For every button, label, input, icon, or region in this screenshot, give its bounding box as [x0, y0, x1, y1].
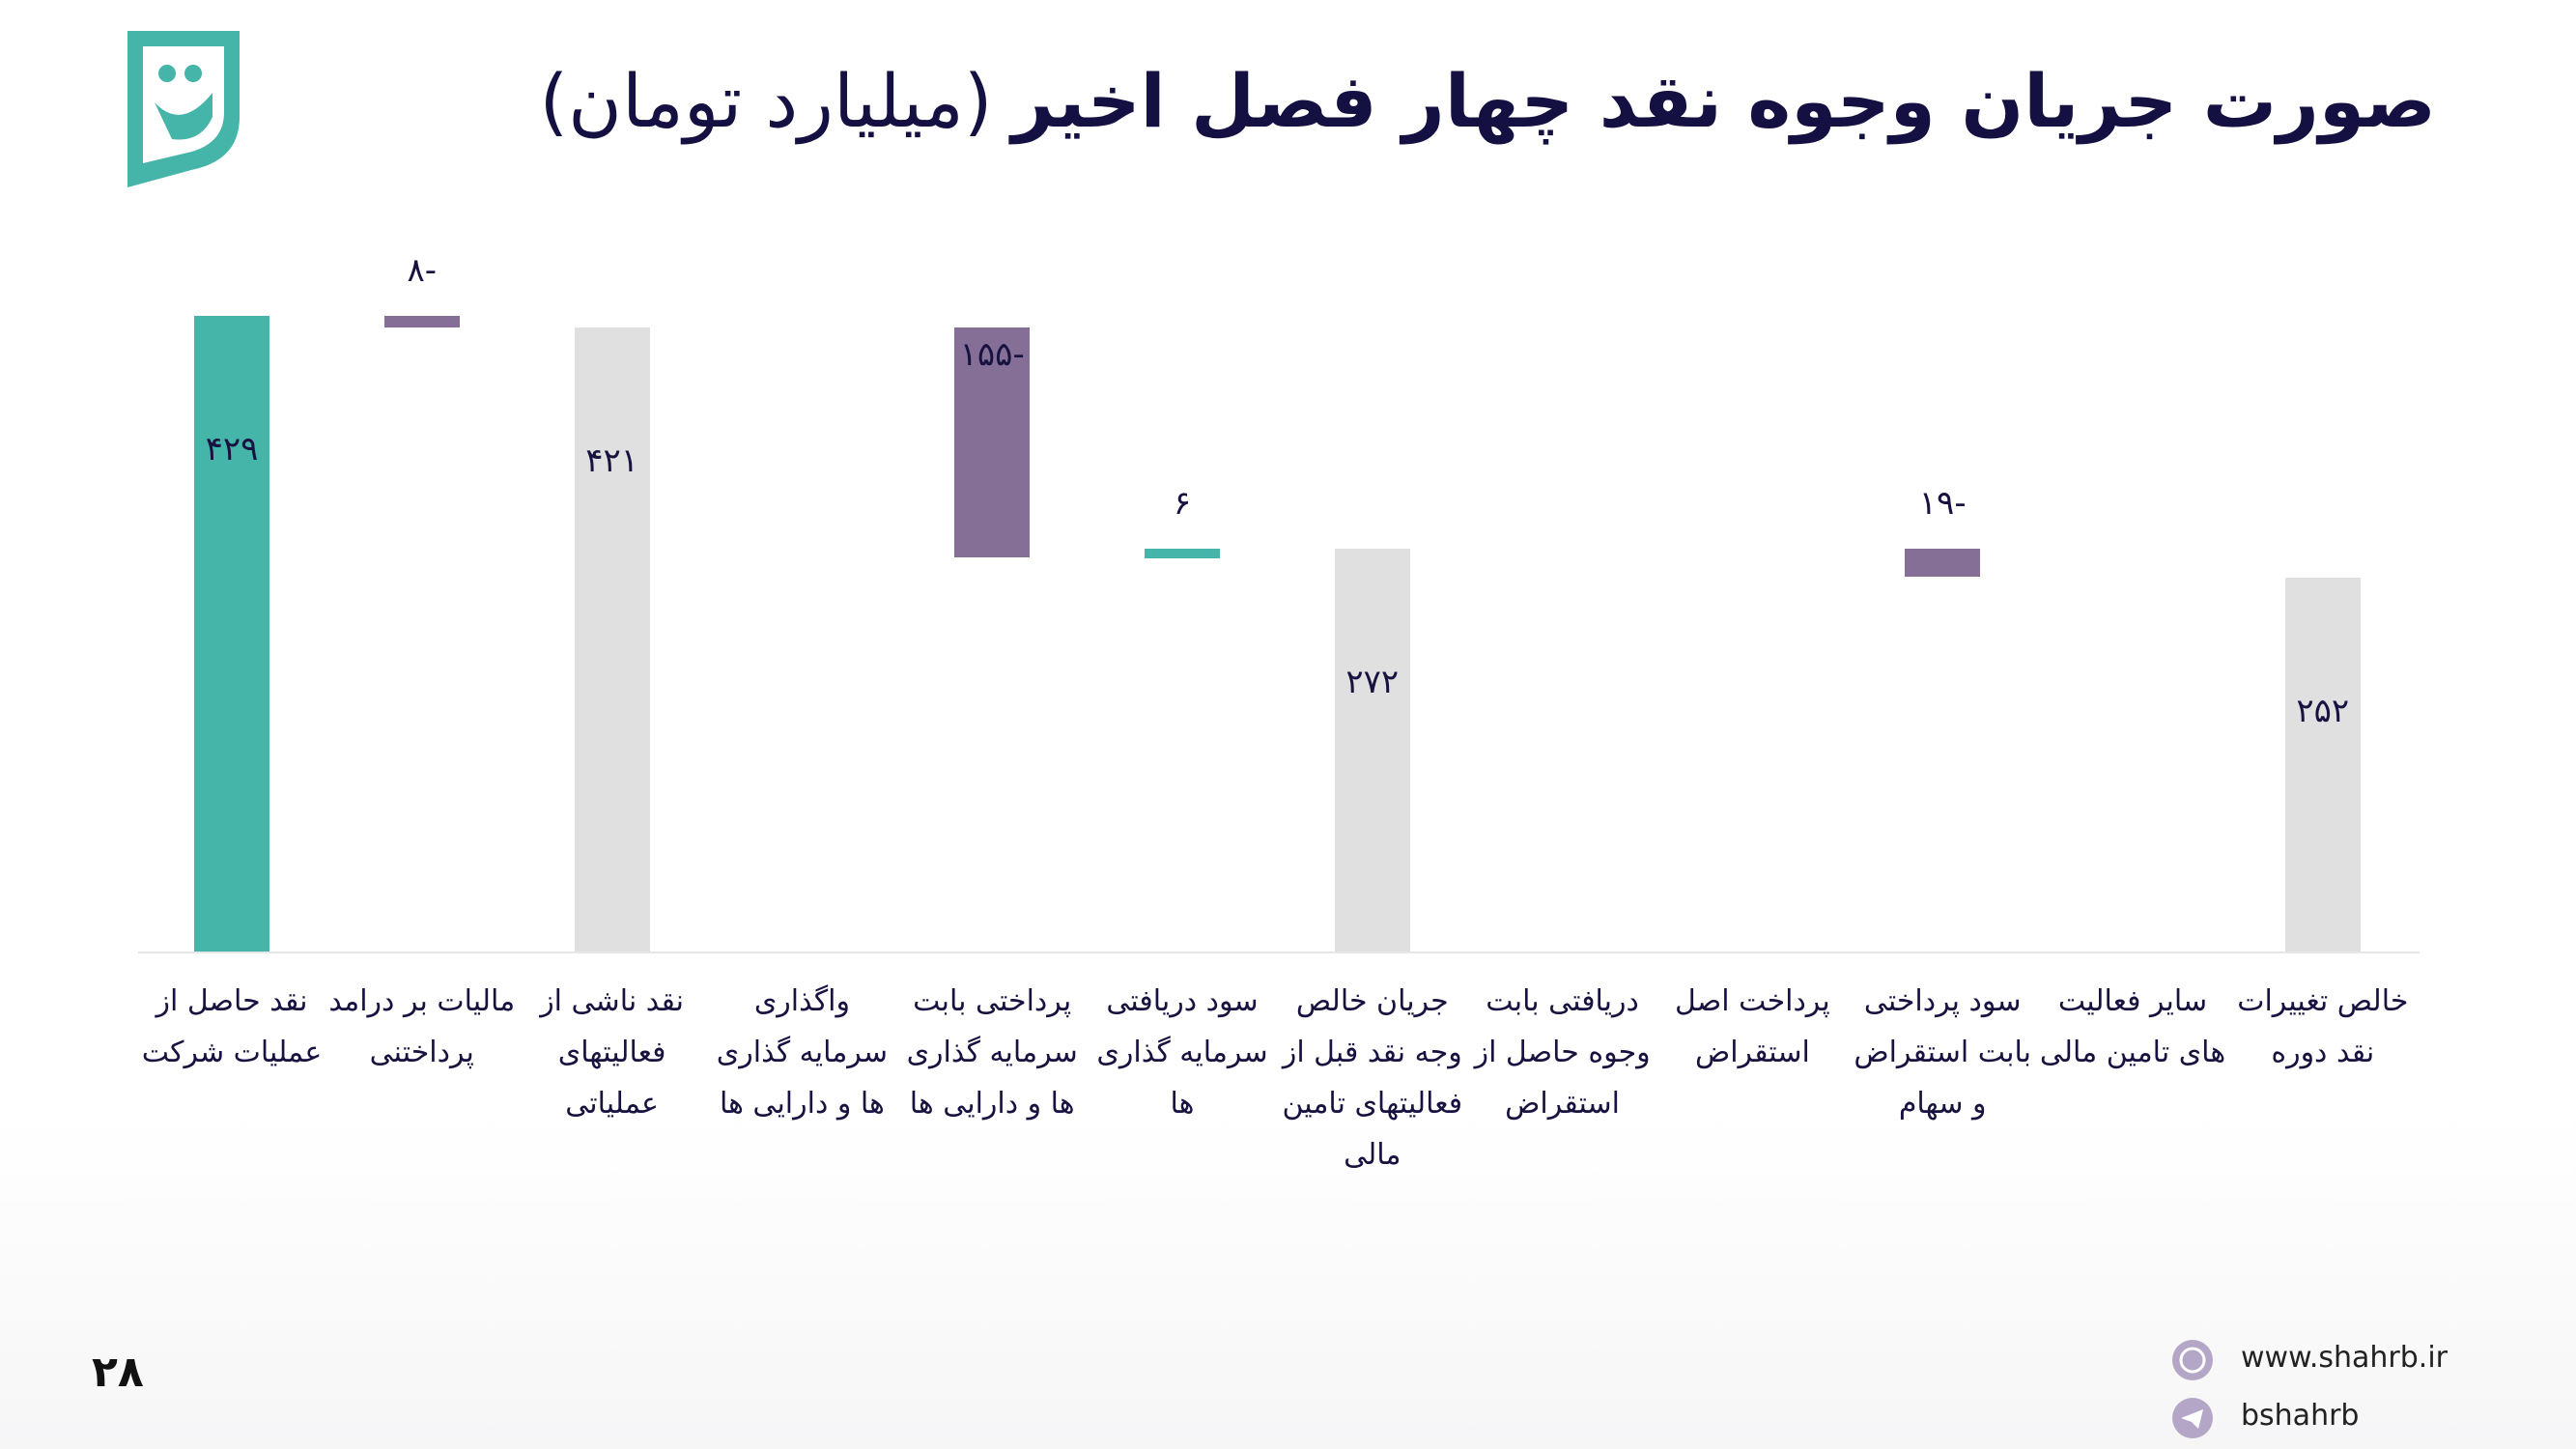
- x-tick-label: مالیات بر درامد پرداختنی: [328, 984, 516, 1069]
- background: [0, 1111, 2576, 1449]
- bar: [574, 327, 650, 952]
- telegram: bshahrb: [2241, 1399, 2360, 1433]
- value-label: ۲۵۲: [2296, 692, 2350, 731]
- value-label: ۴۲۱: [585, 441, 638, 481]
- bar: [383, 316, 460, 328]
- x-tick-label: سود پرداختی بابت استقراض و سهام: [1854, 984, 2032, 1121]
- value-label: ۶: [1173, 483, 1192, 523]
- x-tick-label: پرداخت اصل استقراض: [1675, 984, 1830, 1069]
- x-tick-label: واگذاری سرمایه گذاری ها و دارایی ها: [716, 984, 888, 1121]
- x-tick-label: نقد ناشی از فعالیتهای عملیاتی: [540, 984, 684, 1121]
- bar: [2284, 578, 2361, 952]
- x-tick-label: خالص تغییرات نقد دوره: [2237, 984, 2409, 1069]
- x-tick-label: سایر فعالیت های تامین مالی: [2039, 984, 2226, 1069]
- value-label: -۱۵۵: [959, 335, 1025, 375]
- logo: [127, 31, 240, 187]
- x-tick-label: پرداختی بابت سرمایه گذاری ها و دارایی ها: [906, 984, 1078, 1121]
- subtitle: (میلیارد تومان): [539, 58, 993, 144]
- bar: [1334, 548, 1410, 952]
- x-tick-label: دریافتی بابت وجوه حاصل از استقراض: [1474, 984, 1651, 1121]
- title-row: صورت جریان وجوه نقد چهار فصل اخیر(میلیار…: [540, 48, 2436, 155]
- title: صورت جریان وجوه نقد چهار فصل اخیر: [1011, 58, 2436, 144]
- telegram-icon: [2172, 1398, 2213, 1438]
- bar: [1905, 548, 1981, 577]
- value-label: ۴۲۹: [205, 430, 259, 469]
- x-tick-label: نقد حاصل از عملیات شرکت: [141, 984, 323, 1069]
- value-label: ۲۷۲: [1345, 662, 1400, 701]
- value-label: -۸: [407, 251, 438, 290]
- page-number: ۲۸: [92, 1348, 144, 1397]
- value-label: -۱۹: [1918, 483, 1967, 523]
- web-icon: [2172, 1340, 2213, 1380]
- x-tick-label: سود دریافتی سرمایه گذاری ها: [1096, 984, 1268, 1121]
- bar: [1145, 548, 1220, 558]
- x-tick-label: جریان خالص وجه نقد قبل از فعالیتهای تامی…: [1282, 984, 1463, 1172]
- website: www.shahrb.ir: [2241, 1341, 2449, 1375]
- bar: [194, 316, 269, 952]
- bar: [954, 327, 1031, 557]
- baseline: [138, 952, 2420, 953]
